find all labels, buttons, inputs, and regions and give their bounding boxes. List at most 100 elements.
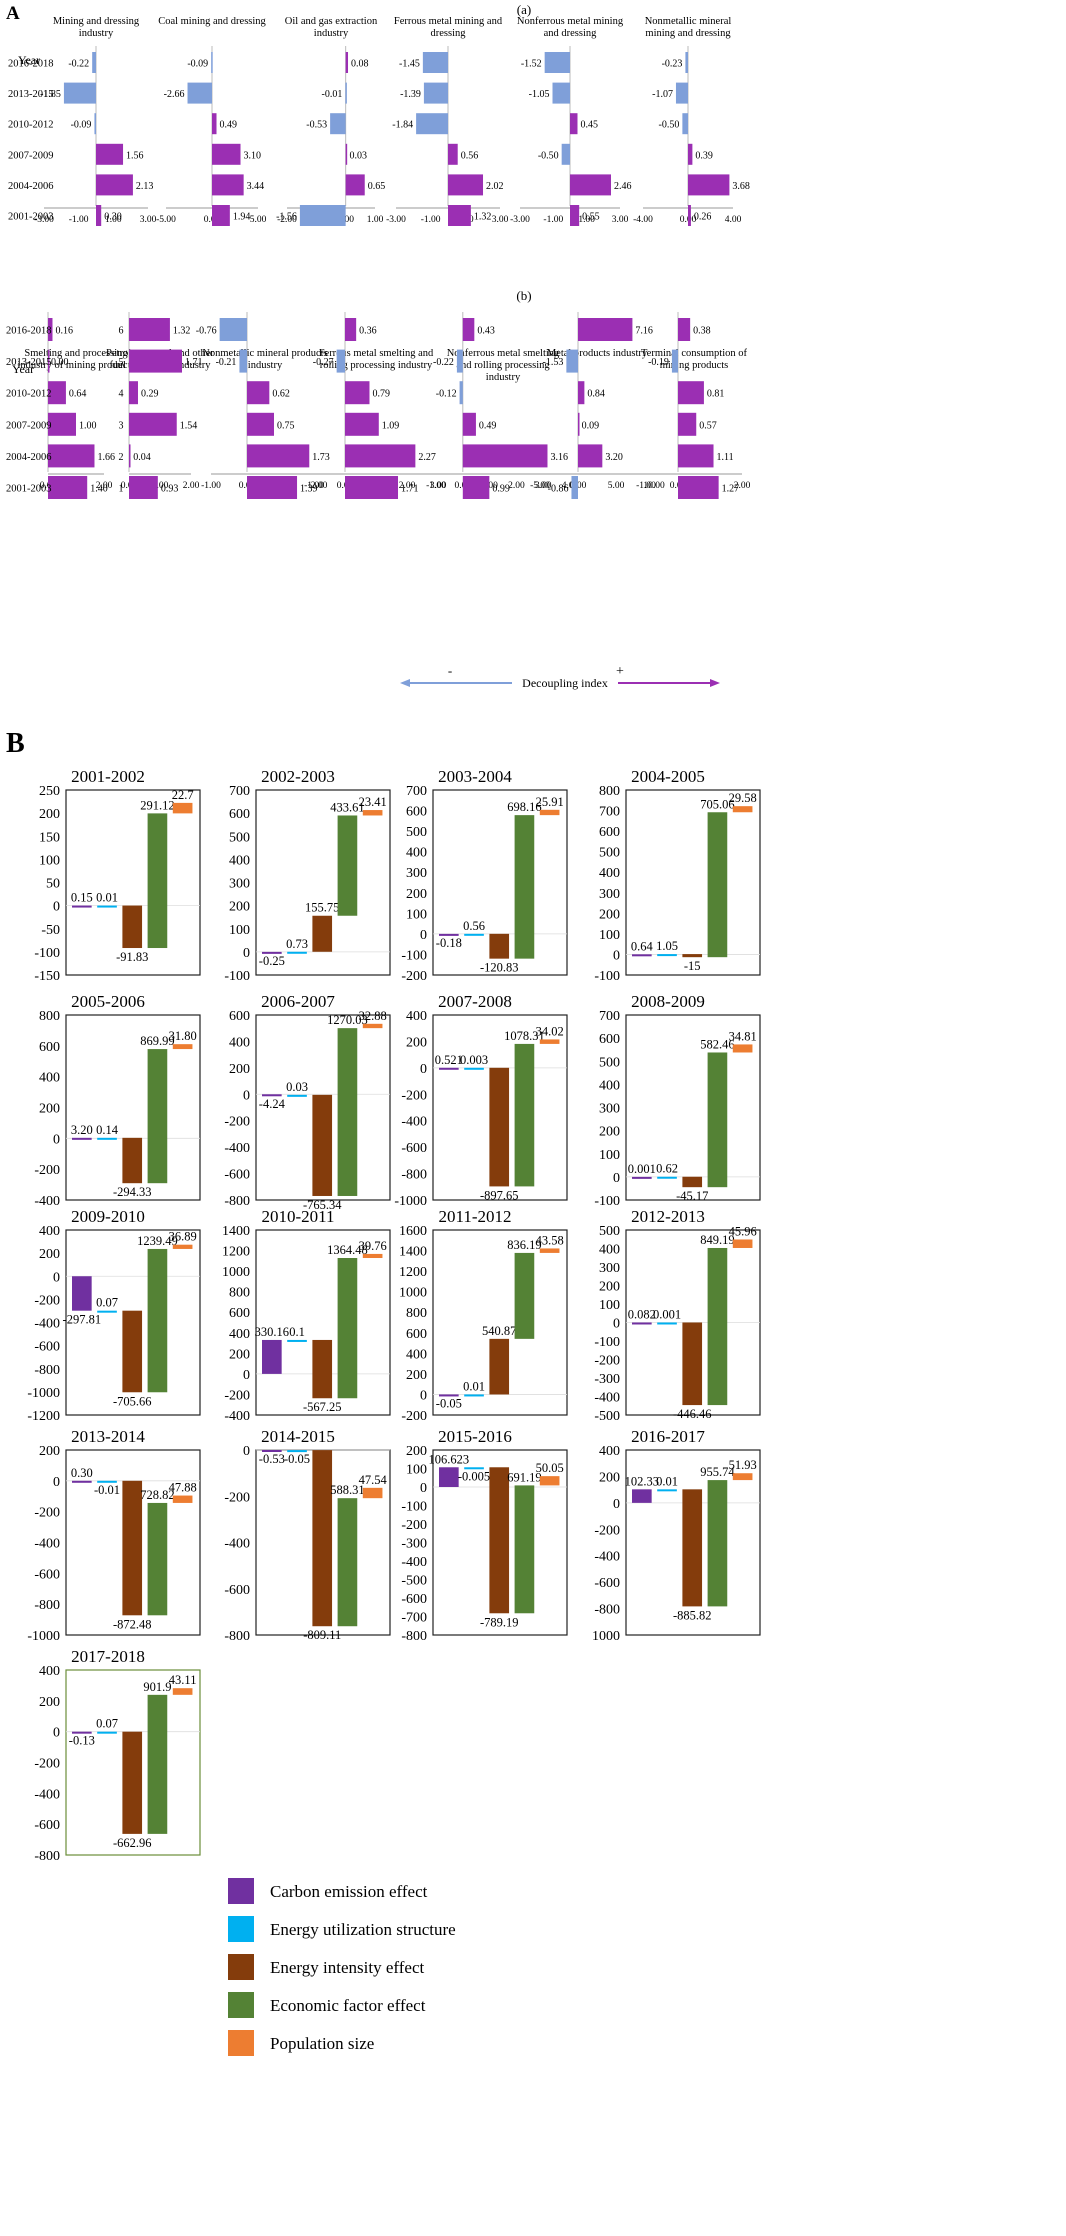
waterfall-chart-2012-2013: 2012-2013 500 400 300 200 100 0 -100 -200 -300 -40… — [594, 1207, 761, 1424]
bar-2016-2018 — [578, 318, 633, 341]
waterfall-bar-intensity — [122, 905, 143, 949]
bar-2013-2015 — [63, 82, 96, 104]
y-tick-label: -200 — [34, 1163, 60, 1178]
y-tick-label: 150 — [39, 830, 60, 845]
x-tick-label: 3.00 — [140, 215, 157, 225]
waterfall-value-label: 291.12 — [140, 798, 174, 812]
bar-value-label: -1.07 — [652, 89, 673, 100]
bar-value-label: -0.12 — [436, 389, 457, 400]
waterfall-value-label: 1078.31 — [504, 1029, 545, 1043]
bar-value-label: 2.02 — [486, 181, 504, 192]
plot-frame — [65, 789, 201, 976]
y-tick-label: 400 — [229, 1327, 250, 1342]
y-tick-label: 100 — [406, 907, 427, 922]
y-tick-label: -400 — [401, 1555, 427, 1570]
waterfall-value-label: 1364.48 — [327, 1243, 368, 1257]
y-tick-label: 600 — [406, 1327, 427, 1342]
legend-minus-arrowhead — [400, 679, 410, 687]
bar-2016-2018 — [462, 318, 475, 341]
y-tick-label: -800 — [34, 1849, 60, 1864]
year-label-b-row: 2001-2003 — [6, 484, 52, 495]
waterfall-bar-economic — [337, 815, 358, 916]
y-tick-label: -400 — [224, 1141, 250, 1156]
waterfall-title: 2008-2009 — [631, 992, 705, 1011]
plot-frame — [65, 1229, 201, 1416]
waterfall-value-label: 582.46 — [700, 1037, 734, 1051]
y-tick-label: 200 — [599, 907, 620, 922]
y-tick-label: 250 — [39, 784, 60, 799]
waterfall-chart-2015-2016: 2015-2016 200 100 0 -100 -200 -300 -400 -500 -600… — [401, 1427, 568, 1644]
x-tick-label: -3.00 — [386, 215, 406, 225]
waterfall-value-label: 0.62 — [656, 1162, 678, 1176]
bar-2016-2018 — [544, 52, 570, 73]
y-tick-label: 200 — [229, 1062, 250, 1077]
legend-swatch-population — [228, 2030, 254, 2056]
waterfall-bar-energy_structure — [287, 1339, 307, 1342]
bar-2004-2006 — [345, 444, 416, 468]
chart-title-line: Nonmetallic mineral — [645, 16, 732, 27]
y-tick-label: 100 — [39, 853, 60, 868]
y-tick-label: -600 — [401, 1141, 427, 1156]
waterfall-value-label: -297.81 — [63, 1313, 102, 1327]
y-tick-label: -400 — [34, 1787, 60, 1802]
x-tick-label: 5.00 — [608, 481, 625, 491]
waterfall-value-label: -872.48 — [113, 1617, 152, 1631]
waterfall-value-label: 47.54 — [359, 1473, 388, 1487]
bar-2007-2009 — [462, 412, 476, 436]
bar-value-label: 0.43 — [477, 326, 495, 337]
bar-2010-2012 — [129, 381, 138, 405]
bar-2004-2006 — [96, 174, 133, 196]
bar-2010-2012 — [247, 381, 270, 405]
waterfall-bar-population — [539, 809, 560, 816]
waterfall-bar-intensity — [312, 915, 333, 952]
waterfall-bar-economic — [337, 1498, 358, 1627]
bar-2004-2006 — [688, 174, 730, 196]
y-tick-label: -200 — [594, 1523, 620, 1538]
waterfall-bar-population — [732, 806, 753, 813]
waterfall-bar-carbon — [72, 905, 92, 908]
bar-value-label: -0.53 — [306, 120, 327, 131]
y-tick-label: 0 — [53, 1270, 60, 1285]
waterfall-title: 2011-2012 — [438, 1207, 511, 1226]
y-tick-label: -600 — [34, 1340, 60, 1355]
chart-title-line: industry of mining products — [18, 360, 135, 371]
waterfall-value-label: -567.25 — [303, 1400, 342, 1414]
bar-2010-2012 — [94, 113, 96, 135]
waterfall-value-label: 0.01 — [463, 1379, 485, 1393]
bar-value-label: 3.20 — [605, 452, 623, 463]
chart-title-line: Nonferrous metal smelting — [447, 348, 560, 359]
waterfall-value-label: -0.53 — [259, 1452, 285, 1466]
bar-2010-2012 — [578, 381, 585, 405]
bar-2007-2009 — [129, 412, 177, 436]
waterfall-value-label: 691.19 — [507, 1470, 541, 1484]
waterfall-bar-carbon — [439, 1394, 459, 1397]
waterfall-value-label: -91.83 — [116, 950, 148, 964]
waterfall-value-label: 43.11 — [169, 1673, 197, 1687]
y-tick-label: 1000 — [222, 1265, 250, 1280]
plot-frame — [432, 789, 568, 976]
waterfall-bar-energy_structure — [97, 1137, 117, 1140]
waterfall-bar-population — [732, 1239, 753, 1248]
y-tick-label: 0 — [243, 1088, 250, 1103]
waterfall-bar-carbon — [632, 954, 652, 957]
bar-value-label: 0.79 — [372, 389, 390, 400]
chart-title-line: Ferrous metal mining and — [394, 16, 503, 27]
bar-value-label: 0.03 — [350, 150, 368, 161]
y-tick-label: 200 — [406, 1444, 427, 1459]
bar-value-label: -0.27 — [313, 357, 334, 368]
y-tick-label: 50 — [46, 877, 60, 892]
waterfall-bar-economic — [147, 1694, 168, 1834]
waterfall-bar-intensity — [682, 954, 703, 958]
waterfall-bar-carbon — [72, 1276, 92, 1311]
waterfall-value-label: 698.16 — [507, 800, 541, 814]
y-tick-label: -400 — [594, 1391, 620, 1406]
y-tick-label: 100 — [599, 928, 620, 943]
bar-2007-2009 — [448, 143, 458, 165]
bar-value-label: 0.62 — [272, 389, 290, 400]
y-tick-label: 600 — [229, 1306, 250, 1321]
bar-2001-2003 — [678, 476, 719, 499]
year-label-b-row: 2004-2006 — [6, 452, 52, 463]
y-tick-label: -200 — [401, 1409, 427, 1424]
